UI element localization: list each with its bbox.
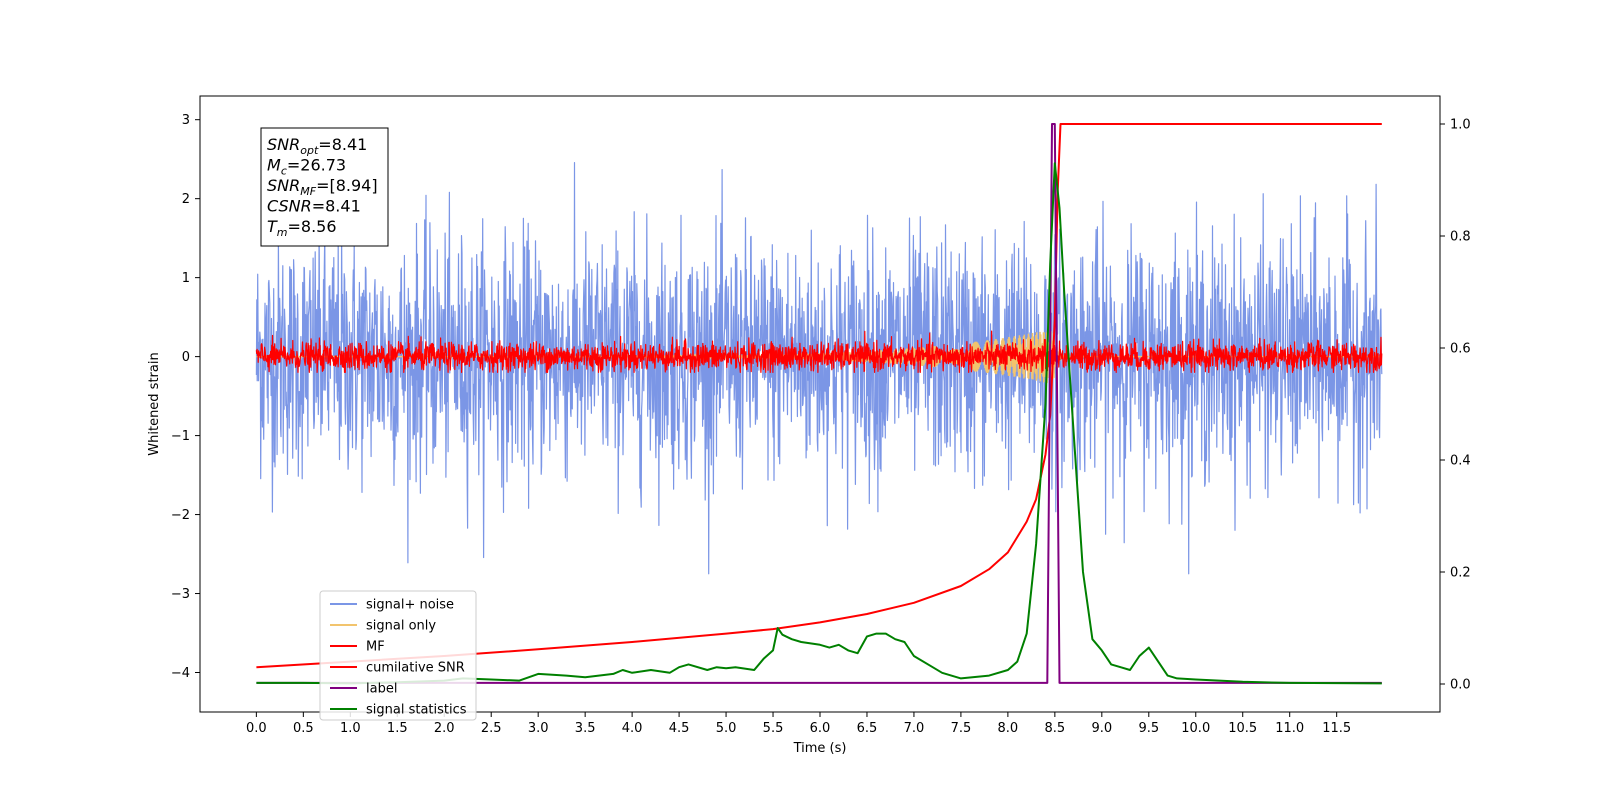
y-tick-label: −4 [171,666,190,681]
legend-label: signal statistics [366,703,467,718]
legend-label: cumilative SNR [366,661,465,676]
x-tick-label: 10.5 [1228,721,1257,736]
x-tick-label: 1.5 [387,721,408,736]
x-tick-label: 2.5 [481,721,502,736]
x-tick-label: 4.5 [669,721,690,736]
series-line [255,330,1383,373]
x-tick-label: 4.0 [622,721,643,736]
x-tick-label: 1.0 [340,721,361,736]
annotation-line: SNRMF=[8.94] [267,176,378,198]
legend-label: label [366,682,397,697]
series-line [256,123,1382,684]
y-tick-label: 0 [182,350,190,365]
legend: signal+ noise signal only MF cumilative SNR… [319,590,477,721]
x-axis-label: Time (s) [793,741,847,756]
x-tick-label: 9.0 [1091,721,1112,736]
x-axis: 0.0 0.5 1.0 1.5 2.0 2.5 3.0 3.5 4.0 4.5 5.0 5.5 6.0 6… [246,712,1351,736]
x-tick-label: 7.5 [951,721,972,736]
legend-label: signal only [366,619,436,634]
y-tick-label: 2 [182,192,190,207]
series-layer [255,123,1383,685]
x-tick-label: 6.5 [857,721,878,736]
x-tick-label: 2.0 [434,721,455,736]
x-tick-label: 9.5 [1138,721,1159,736]
series-line [256,162,1382,685]
x-tick-label: 6.0 [810,721,831,736]
x-tick-label: 7.0 [904,721,925,736]
y2-tick-label: 1.0 [1450,118,1471,133]
y2-tick-label: 0.0 [1450,678,1471,693]
x-tick-label: 0.5 [293,721,314,736]
y2-tick-label: 0.2 [1450,566,1471,581]
y-axis-right: 1.0 0.8 0.6 0.4 0.2 0.0 [1440,118,1471,693]
y-tick-label: 1 [182,271,190,286]
x-tick-label: 11.0 [1275,721,1304,736]
x-tick-label: 3.0 [528,721,549,736]
x-tick-label: 3.5 [575,721,596,736]
y-tick-label: −1 [171,429,190,444]
series-line [256,123,1382,669]
x-tick-label: 5.0 [716,721,737,736]
legend-label: MF [366,640,385,655]
legend-label: signal+ noise [366,598,454,613]
y-tick-label: 3 [182,113,190,128]
annotation-line: Tm=8.56 [267,217,337,239]
y-axis-label: Whitened strain [147,352,162,455]
series-line [255,162,1383,575]
x-tick-label: 8.0 [998,721,1019,736]
annotation-line: Mc=26.73 [267,156,346,178]
y-tick-label: −2 [171,508,190,523]
y2-tick-label: 0.6 [1450,342,1471,357]
y-tick-label: −3 [171,587,190,602]
x-tick-label: 8.5 [1045,721,1066,736]
x-tick-label: 10.0 [1181,721,1210,736]
x-tick-label: 0.0 [246,721,267,736]
x-tick-label: 11.5 [1322,721,1351,736]
annotation-line: SNRopt=8.41 [267,135,367,157]
y2-tick-label: 0.4 [1450,454,1471,469]
y-axis-left: 3 2 1 0 −1 −2 −3 −4 [171,113,200,681]
x-tick-label: 5.5 [763,721,784,736]
y2-tick-label: 0.8 [1450,230,1471,245]
annotation-box: SNRopt=8.41Mc=26.73SNRMF=[8.94]CSNR=8.41… [260,127,389,247]
annotation-line: CSNR=8.41 [267,197,361,216]
